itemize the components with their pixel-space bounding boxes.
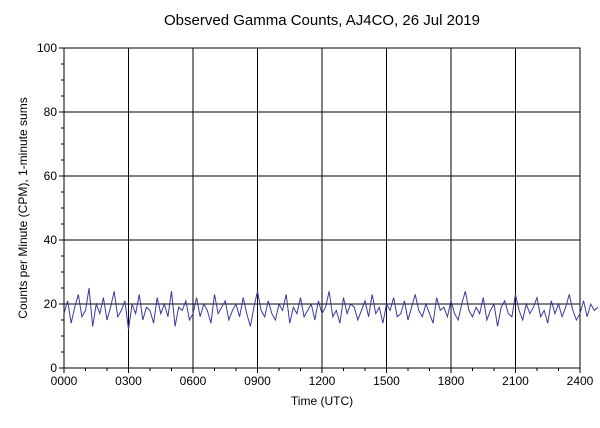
y-tick-label: 0 (50, 361, 57, 375)
x-tick-label: 0300 (115, 374, 142, 388)
tick-group (59, 47, 581, 373)
x-tick-label: 1200 (309, 374, 336, 388)
y-axis-label: Counts per Minute (CPM), 1-minute sums (16, 97, 30, 318)
x-tick-label: 1800 (438, 374, 465, 388)
chart-title: Observed Gamma Counts, AJ4CO, 26 Jul 201… (164, 12, 480, 29)
x-tick-label: 2400 (567, 374, 594, 388)
series-line (63, 287, 599, 330)
x-tick-label: 1500 (373, 374, 400, 388)
x-tick-label: 2100 (502, 374, 529, 388)
series-group (63, 287, 599, 330)
y-tick-label: 40 (44, 233, 58, 247)
x-tick-label: 0900 (244, 374, 271, 388)
x-tick-label: 0600 (180, 374, 207, 388)
y-tick-label: 80 (44, 105, 58, 119)
x-axis-label: Time (UTC) (291, 394, 353, 408)
y-tick-label: 20 (44, 297, 58, 311)
y-tick-label: 60 (44, 169, 58, 183)
y-tick-label: 100 (37, 41, 57, 55)
chart-grid (64, 48, 580, 368)
tick-labels: 0000 0300 0600 0900 1200 1500 1800 2100 2400 0 20 4… (37, 41, 594, 388)
x-tick-label: 0000 (51, 374, 78, 388)
